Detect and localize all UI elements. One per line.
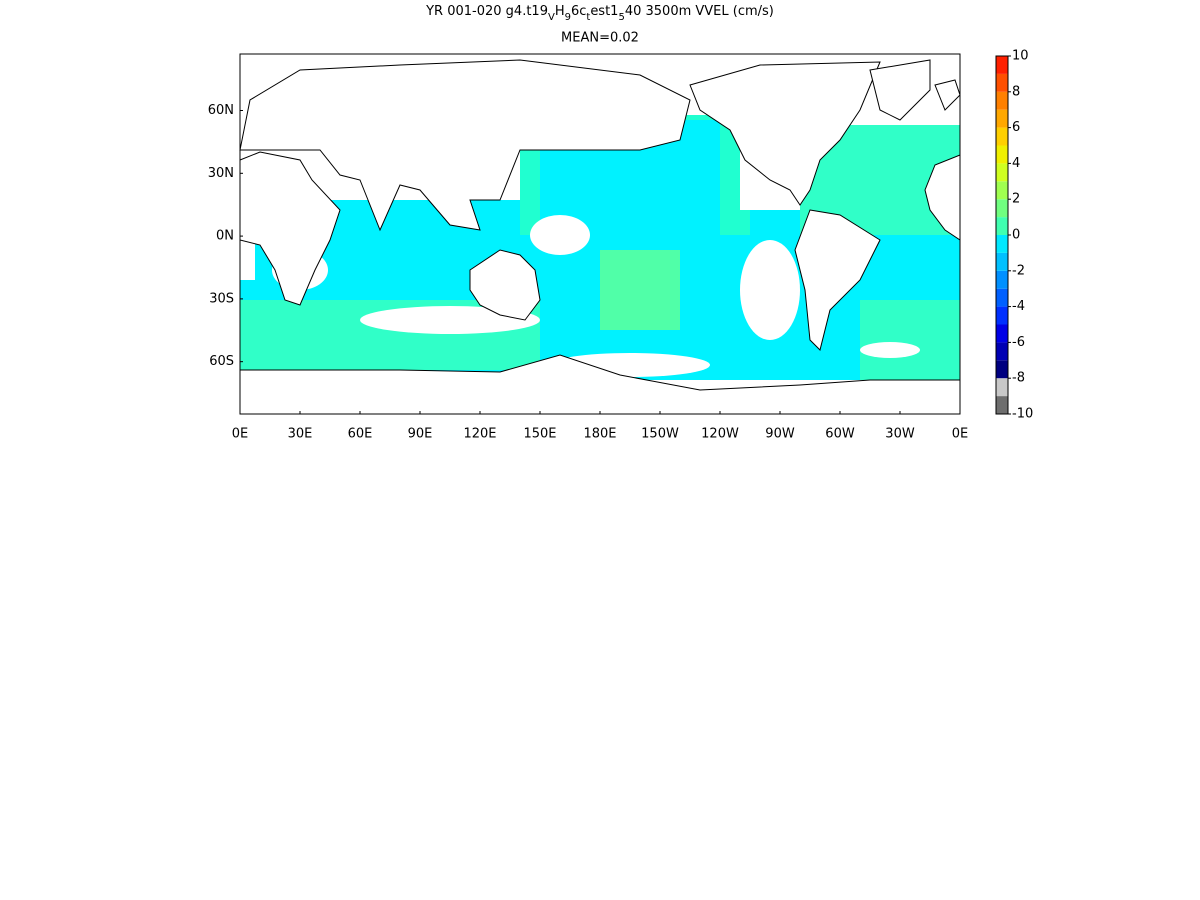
- colorbar-tick-label: -10: [1012, 407, 1033, 422]
- colorbar-bin: [996, 199, 1008, 218]
- colorbar-tick-label: -6: [1012, 335, 1025, 350]
- colorbar-tick-label: 10: [1012, 49, 1029, 64]
- colorbar-bin: [996, 378, 1008, 397]
- y-tick-label: 60S: [209, 354, 234, 369]
- colorbar-tick-label: 6: [1012, 120, 1020, 135]
- y-tick-label: 30N: [208, 166, 234, 181]
- colorbar-bin: [996, 127, 1008, 146]
- title-subscript: 9: [565, 12, 571, 23]
- colorbar-bin: [996, 163, 1008, 182]
- title-segment: est1: [590, 4, 618, 19]
- colorbar-bin: [996, 306, 1008, 325]
- coastlines: [239, 59, 961, 415]
- x-tick-label: 120W: [701, 427, 739, 442]
- colorbar-tick-label: 0: [1012, 228, 1020, 243]
- colorbar-bin: [996, 91, 1008, 110]
- colorbar-tick-label: -2: [1012, 263, 1025, 278]
- x-tick-label: 120E: [463, 427, 496, 442]
- colorbar-bin: [996, 109, 1008, 128]
- y-tick-label: 0N: [216, 229, 234, 244]
- x-tick-label: 30W: [885, 427, 915, 442]
- colorbar-bin: [996, 396, 1008, 414]
- colorbar-bin: [996, 288, 1008, 307]
- title-segment: 6c: [571, 4, 586, 19]
- colorbar-bin: [996, 217, 1008, 235]
- y-tick-label: 30S: [209, 291, 234, 306]
- title-segment: YR 001-020 g4.t19: [425, 4, 548, 19]
- map-area: [239, 53, 961, 415]
- colorbar-tick-label: 2: [1012, 192, 1020, 207]
- colorbar-tick-label: -4: [1012, 299, 1025, 314]
- title-subscript: 5: [618, 12, 624, 23]
- x-tick-label: 90W: [765, 427, 795, 442]
- title-subscript: V: [548, 12, 555, 23]
- x-tick-label: 0E: [232, 427, 249, 442]
- colorbar-bin: [996, 181, 1008, 200]
- x-tick-label: 60W: [825, 427, 855, 442]
- x-tick-label: 180E: [583, 427, 616, 442]
- title-segment: 40 3500m VVEL (cm/s): [625, 4, 774, 19]
- map-title: YR 001-020 g4.t19VH96ctest1540 3500m VVE…: [425, 4, 774, 23]
- title-subscript: t: [586, 12, 590, 23]
- x-tick-label: 150E: [523, 427, 556, 442]
- x-tick-label: 0E: [952, 427, 969, 442]
- colorbar-bin: [996, 360, 1008, 379]
- title-segment: H: [555, 4, 565, 19]
- colorbar-bin: [996, 252, 1008, 271]
- colorbar-bin: [996, 324, 1008, 343]
- colorbar-bin: [996, 270, 1008, 289]
- x-tick-label: 60E: [348, 427, 373, 442]
- x-tick-label: 90E: [408, 427, 433, 442]
- colorbar-tick-label: 4: [1012, 156, 1020, 171]
- colorbar-bin: [996, 145, 1008, 164]
- colorbar-bin: [996, 235, 1008, 253]
- x-tick-label: 150W: [641, 427, 679, 442]
- colorbar-tick-label: 8: [1012, 84, 1020, 99]
- x-tick-label: 30E: [288, 427, 313, 442]
- colorbar-tick-label: -8: [1012, 371, 1025, 386]
- map-subtitle: MEAN=0.02: [561, 31, 639, 46]
- colorbar-bin: [996, 73, 1008, 92]
- y-tick-label: 60N: [208, 103, 234, 118]
- colorbar-bin: [996, 342, 1008, 361]
- colorbar-bin: [996, 56, 1008, 74]
